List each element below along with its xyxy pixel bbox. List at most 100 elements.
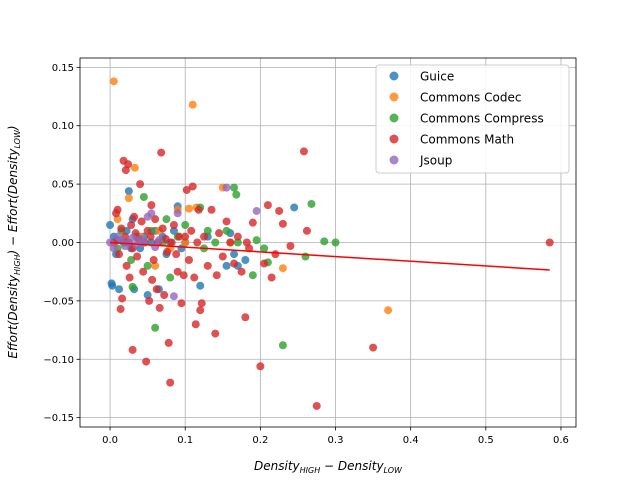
point-commons-compress — [151, 323, 160, 332]
point-commons-math — [312, 401, 321, 410]
point-commons-math — [200, 232, 208, 241]
point-commons-codec — [188, 100, 197, 109]
point-commons-compress — [162, 215, 171, 224]
point-guice — [115, 285, 124, 294]
point-commons-math — [157, 148, 166, 157]
point-commons-math — [233, 232, 242, 241]
x-tick-label: 0.2 — [252, 435, 268, 446]
trend-line-group — [110, 241, 550, 271]
point-commons-codec — [278, 264, 287, 273]
point-commons-math — [160, 291, 169, 300]
point-jsoup — [173, 209, 182, 218]
point-guice — [106, 220, 115, 229]
point-commons-compress — [127, 256, 136, 265]
point-commons-compress — [222, 226, 231, 235]
point-commons-math — [256, 362, 265, 371]
point-commons-math — [263, 201, 272, 210]
x-axis: 0.0 0.1 0.2 0.3 0.4 0.5 0.6 — [102, 427, 569, 446]
point-commons-compress — [230, 183, 239, 192]
point-guice — [222, 261, 231, 270]
point-jsoup — [169, 292, 178, 301]
point-jsoup — [147, 209, 156, 218]
y-tick-label: 0.10 — [52, 121, 74, 132]
y-tick-label: 0.05 — [52, 180, 74, 191]
legend-label-jsoup: Jsoup — [419, 154, 452, 168]
point-commons-math — [267, 273, 276, 282]
point-guice — [108, 281, 117, 290]
x-tick-label: 0.4 — [403, 435, 419, 446]
legend-marker-guice — [389, 71, 399, 81]
point-commons-compress — [211, 238, 220, 247]
x-tick-label: 0.6 — [553, 435, 569, 446]
point-commons-math — [125, 273, 134, 282]
point-commons-codec — [109, 77, 118, 86]
point-commons-compress — [128, 282, 137, 291]
point-commons-compress — [301, 252, 310, 261]
point-jsoup — [109, 244, 118, 253]
point-commons-compress — [248, 271, 257, 280]
point-commons-math — [175, 232, 184, 241]
point-commons-math — [369, 343, 378, 352]
legend-marker-commons-math — [389, 134, 399, 144]
point-commons-math — [145, 296, 154, 305]
point-commons-compress — [232, 190, 241, 199]
point-commons-math — [271, 250, 280, 259]
point-commons-compress — [331, 238, 340, 247]
point-commons-math — [248, 218, 257, 227]
point-commons-math — [155, 303, 164, 312]
point-jsoup — [151, 243, 160, 252]
point-commons-math — [152, 285, 161, 294]
point-commons-math — [142, 357, 151, 366]
point-commons-math — [137, 217, 146, 226]
legend-label-commons-math: Commons Math — [420, 133, 514, 147]
point-commons-math — [149, 256, 158, 265]
point-commons-math — [278, 219, 287, 228]
point-commons-math — [203, 261, 212, 270]
legend-box — [375, 64, 570, 174]
point-commons-codec — [124, 194, 133, 203]
point-commons-math — [169, 220, 178, 229]
point-commons-math — [222, 217, 231, 226]
point-commons-compress — [166, 273, 175, 282]
y-tick-label: −0.15 — [43, 413, 74, 424]
data-points — [106, 77, 554, 410]
point-commons-math — [161, 234, 170, 243]
point-jsoup — [117, 236, 126, 245]
point-commons-math — [181, 232, 190, 241]
point-commons-compress — [278, 341, 287, 350]
point-commons-math — [194, 205, 203, 214]
point-commons-math — [207, 205, 216, 214]
x-tick-label: 0.0 — [102, 435, 118, 446]
point-commons-math — [158, 224, 167, 233]
point-commons-math — [177, 299, 186, 308]
point-guice — [230, 250, 239, 259]
point-commons-math — [188, 182, 197, 191]
y-tick-label: 0.15 — [52, 63, 74, 74]
x-axis-label: DensityHIGH − DensityLOW — [254, 459, 403, 475]
legend-label-commons-codec: Commons Codec — [420, 91, 521, 105]
point-commons-math — [172, 250, 181, 259]
point-guice — [124, 187, 133, 196]
point-commons-codec — [184, 204, 193, 213]
point-guice — [196, 281, 205, 290]
point-commons-compress — [203, 226, 212, 235]
point-commons-math — [275, 206, 284, 215]
point-commons-math — [191, 320, 200, 329]
point-commons-compress — [252, 236, 261, 245]
point-commons-math — [163, 247, 172, 256]
point-commons-math — [190, 273, 199, 282]
point-commons-compress — [320, 237, 329, 246]
point-commons-math — [116, 305, 125, 314]
point-commons-compress — [181, 220, 190, 229]
point-commons-math — [237, 267, 246, 276]
x-tick-label: 0.3 — [328, 435, 344, 446]
point-commons-math — [151, 215, 160, 224]
point-commons-math — [117, 224, 126, 233]
point-commons-math — [133, 252, 142, 261]
point-commons-math — [124, 160, 133, 169]
legend-marker-jsoup — [389, 155, 399, 165]
x-tick-label: 0.1 — [177, 435, 193, 446]
point-commons-math — [218, 252, 227, 261]
point-commons-math — [193, 238, 202, 247]
